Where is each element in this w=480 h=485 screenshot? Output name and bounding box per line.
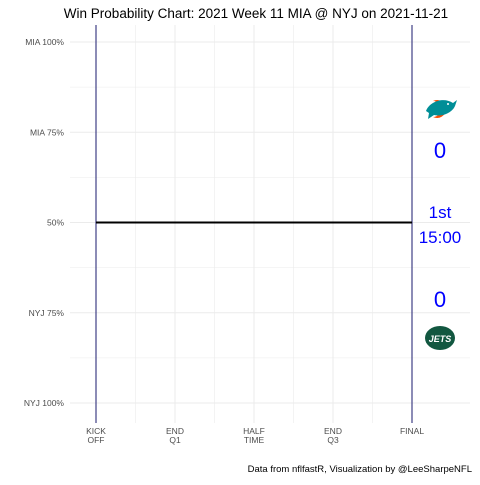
chart-title: Win Probability Chart: 2021 Week 11 MIA … [64,6,448,21]
jets-oval-icon [425,326,455,350]
dolphin-icon [426,100,457,119]
x-tick-label: FINAL [400,426,424,436]
x-tick-label-line2: Q3 [327,435,339,445]
y-axis-ticks: MIA 100% MIA 75% 50% NYJ 75% NYJ 100% [24,37,65,408]
y-tick-label: 50% [47,218,64,228]
nyj-logo-icon: JETS [425,326,455,350]
x-tick-label: END [324,426,342,436]
home-score: 0 [434,287,446,312]
chart-caption: Data from nflfastR, Visualization by @Le… [248,464,472,475]
x-tick-label-line2: Q1 [169,435,181,445]
x-tick-label: END [166,426,184,436]
jets-logo-text: JETS [429,334,452,344]
x-tick-label-line2: TIME [244,435,265,445]
game-clock: 15:00 [419,228,462,247]
y-tick-label: NYJ 100% [24,398,65,408]
game-quarter: 1st [429,203,452,222]
x-tick-label-line2: OFF [88,435,105,445]
grid-lines [70,25,470,423]
away-score: 0 [434,138,446,163]
y-tick-label: NYJ 75% [29,308,65,318]
x-tick-label: HALF [243,426,265,436]
mia-logo-icon [426,100,457,119]
period-lines [95,25,413,423]
x-tick-label: KICK [86,426,106,436]
y-tick-label: MIA 100% [25,37,64,47]
y-tick-label: MIA 75% [30,127,64,137]
